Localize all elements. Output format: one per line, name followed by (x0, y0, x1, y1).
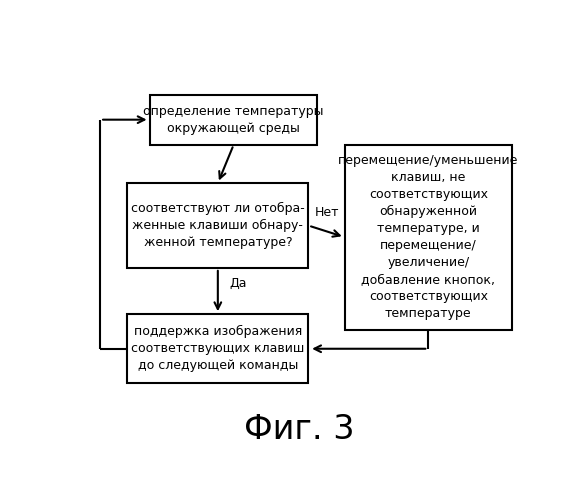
Text: поддержка изображения
соответствующих клавиш
до следующей команды: поддержка изображения соответствующих кл… (131, 325, 304, 372)
Text: соответствуют ли отобра-
женные клавиши обнару-
женной температуре?: соответствуют ли отобра- женные клавиши … (131, 202, 305, 249)
Text: определение температуры
окружающей среды: определение температуры окружающей среды (144, 104, 324, 134)
FancyBboxPatch shape (150, 94, 318, 144)
FancyBboxPatch shape (345, 144, 512, 330)
Text: перемещение/уменьшение
клавиш, не
соответствующих
обнаруженной
температуре, и
пе: перемещение/уменьшение клавиш, не соотве… (338, 154, 519, 320)
Text: Да: Да (229, 277, 246, 290)
FancyBboxPatch shape (127, 183, 308, 268)
Text: Фиг. 3: Фиг. 3 (244, 413, 354, 446)
FancyBboxPatch shape (127, 314, 308, 384)
Text: Нет: Нет (315, 206, 340, 219)
